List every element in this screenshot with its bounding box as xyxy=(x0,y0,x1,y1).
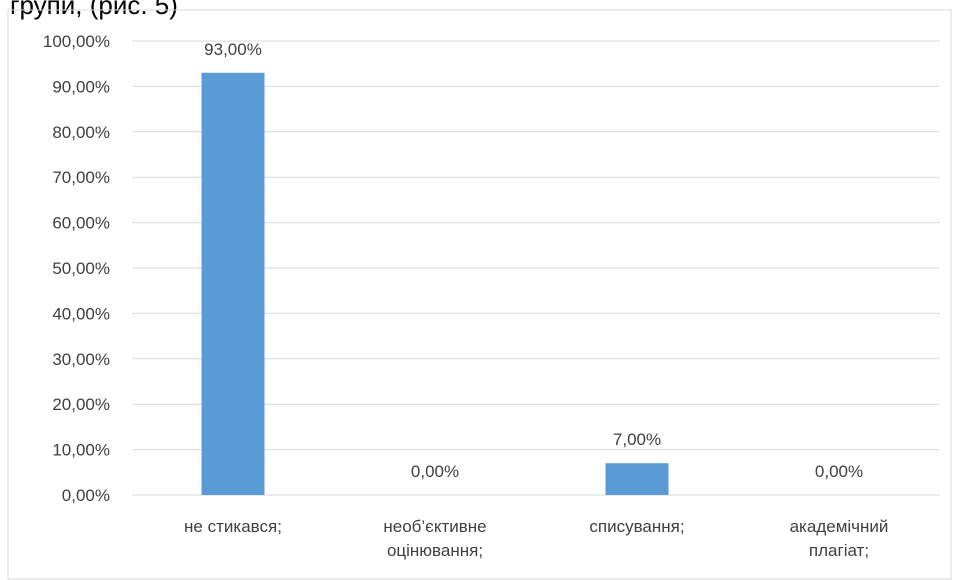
bars xyxy=(201,72,669,495)
gridlines xyxy=(132,40,940,496)
x-axis-categories: не стикався; необ’єктивне оцінювання; спису… xyxy=(184,517,888,560)
data-label: 0,00% xyxy=(411,462,459,481)
bar xyxy=(201,72,265,495)
y-tick-label: 80,00% xyxy=(52,123,110,142)
y-tick-label: 100,00% xyxy=(43,32,110,51)
chart-area-frame xyxy=(7,9,952,580)
data-label: 0,00% xyxy=(815,462,863,481)
data-labels: 93,00% 0,00% 7,00% 0,00% xyxy=(204,40,863,481)
category-label: списування; xyxy=(589,517,684,536)
bar xyxy=(605,463,669,495)
y-tick-label: 70,00% xyxy=(52,168,110,187)
data-label: 7,00% xyxy=(613,430,661,449)
y-tick-label: 10,00% xyxy=(52,441,110,460)
y-tick-label: 50,00% xyxy=(52,259,110,278)
y-tick-label: 40,00% xyxy=(52,304,110,323)
data-label: 93,00% xyxy=(204,40,262,59)
category-label: не стикався; xyxy=(184,517,282,536)
y-tick-label: 30,00% xyxy=(52,350,110,369)
category-label: необ’єктивне оцінювання; xyxy=(383,517,486,560)
y-tick-label: 20,00% xyxy=(52,395,110,414)
y-axis-ticks: 0,00% 10,00% 20,00% 30,00% 40,00% 50,00% 60,00… xyxy=(43,32,110,505)
y-tick-label: 60,00% xyxy=(52,214,110,233)
y-tick-label: 0,00% xyxy=(62,486,110,505)
y-tick-label: 90,00% xyxy=(52,77,110,96)
category-label: академічний плагіат; xyxy=(790,517,889,560)
